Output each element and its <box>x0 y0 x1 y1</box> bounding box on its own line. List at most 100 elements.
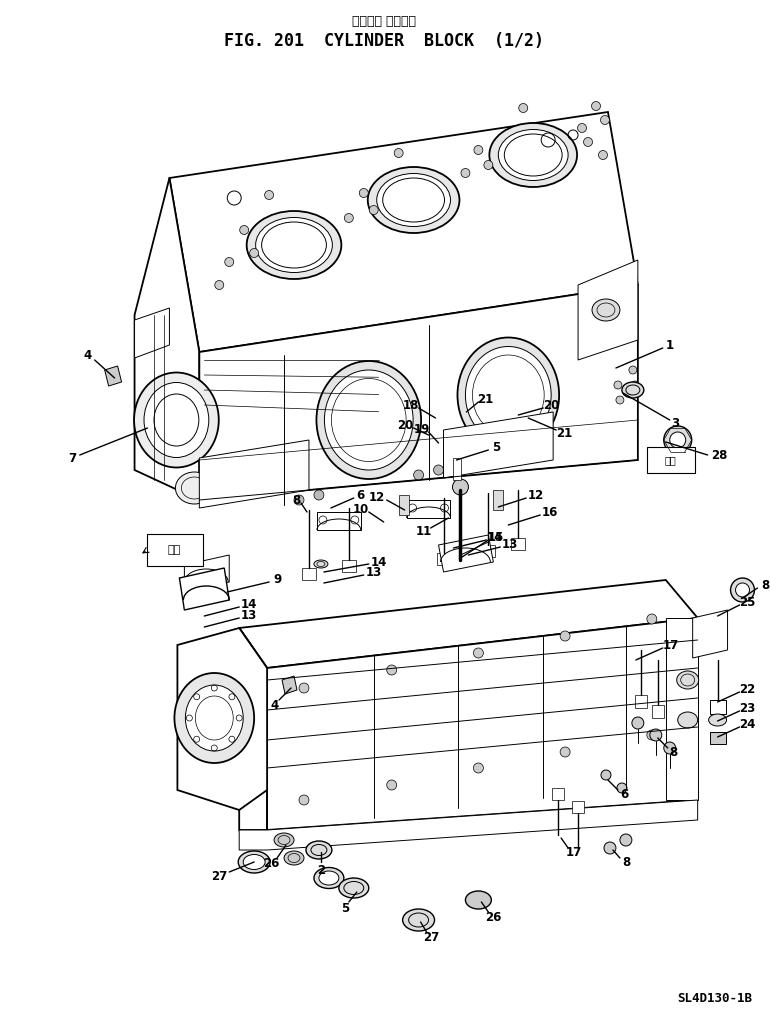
Polygon shape <box>437 553 450 565</box>
Polygon shape <box>666 618 698 800</box>
Polygon shape <box>439 535 494 572</box>
Circle shape <box>664 742 676 754</box>
Circle shape <box>560 747 570 757</box>
Ellipse shape <box>314 868 344 889</box>
Text: 8: 8 <box>762 579 769 592</box>
Circle shape <box>434 465 444 475</box>
Circle shape <box>299 795 309 805</box>
Circle shape <box>731 578 755 602</box>
Text: 12: 12 <box>369 490 385 503</box>
Circle shape <box>614 381 622 388</box>
Polygon shape <box>267 618 698 830</box>
Text: 26: 26 <box>485 910 501 923</box>
Polygon shape <box>399 495 409 515</box>
Text: 15: 15 <box>488 531 504 543</box>
Text: 1: 1 <box>666 339 674 352</box>
Ellipse shape <box>457 338 559 453</box>
Polygon shape <box>552 788 564 800</box>
Text: 6: 6 <box>357 488 365 501</box>
Text: 11: 11 <box>416 525 432 538</box>
Ellipse shape <box>465 347 551 443</box>
Ellipse shape <box>144 382 209 458</box>
Polygon shape <box>444 412 553 478</box>
Text: 25: 25 <box>739 596 755 608</box>
Ellipse shape <box>708 714 727 726</box>
Text: 27: 27 <box>424 931 440 944</box>
Polygon shape <box>135 308 169 358</box>
Text: 13: 13 <box>502 538 518 550</box>
Text: 18: 18 <box>403 399 419 412</box>
Polygon shape <box>494 490 504 510</box>
Text: 2: 2 <box>317 863 325 877</box>
Ellipse shape <box>175 673 254 763</box>
Ellipse shape <box>319 871 339 885</box>
Text: 9: 9 <box>273 573 281 586</box>
Circle shape <box>601 770 611 780</box>
Circle shape <box>617 783 627 793</box>
Ellipse shape <box>246 211 341 279</box>
Circle shape <box>413 470 424 480</box>
Circle shape <box>631 381 639 388</box>
Polygon shape <box>239 629 267 830</box>
Circle shape <box>474 648 484 658</box>
Polygon shape <box>199 285 638 500</box>
Text: 注意: 注意 <box>665 455 677 465</box>
Text: 7: 7 <box>69 452 77 465</box>
Text: 14: 14 <box>487 531 504 543</box>
Ellipse shape <box>677 671 698 689</box>
Circle shape <box>294 495 304 505</box>
Polygon shape <box>302 569 316 580</box>
Circle shape <box>647 614 657 624</box>
Circle shape <box>215 281 224 290</box>
Circle shape <box>453 479 468 495</box>
Polygon shape <box>710 732 725 744</box>
Circle shape <box>474 763 484 773</box>
Text: 17: 17 <box>663 639 679 652</box>
Text: 8: 8 <box>621 855 630 869</box>
Circle shape <box>461 169 470 178</box>
Ellipse shape <box>368 167 460 233</box>
Circle shape <box>647 730 657 740</box>
Ellipse shape <box>498 129 568 180</box>
Text: 24: 24 <box>739 718 755 730</box>
Text: 23: 23 <box>739 702 755 715</box>
Ellipse shape <box>134 372 219 468</box>
Text: 16: 16 <box>542 505 558 519</box>
Ellipse shape <box>339 878 369 898</box>
Ellipse shape <box>377 174 450 227</box>
Text: 5: 5 <box>492 440 501 454</box>
Ellipse shape <box>324 370 413 470</box>
Text: 20: 20 <box>543 399 559 412</box>
Circle shape <box>387 665 397 675</box>
Circle shape <box>578 123 587 132</box>
Text: 注意: 注意 <box>168 545 181 555</box>
Polygon shape <box>169 112 638 352</box>
Polygon shape <box>578 260 638 360</box>
Text: 4: 4 <box>270 699 278 712</box>
Circle shape <box>650 729 661 741</box>
Ellipse shape <box>314 560 328 569</box>
Polygon shape <box>239 800 698 850</box>
Ellipse shape <box>243 854 265 870</box>
Polygon shape <box>179 569 229 610</box>
Circle shape <box>454 552 467 564</box>
Text: シリンダ ブロック: シリンダ ブロック <box>352 15 416 28</box>
Polygon shape <box>407 500 450 518</box>
Circle shape <box>670 432 686 448</box>
Circle shape <box>604 842 616 854</box>
Ellipse shape <box>284 851 304 865</box>
Circle shape <box>616 396 624 404</box>
Text: 4: 4 <box>84 349 92 361</box>
Text: 28: 28 <box>711 448 728 462</box>
Polygon shape <box>135 178 199 500</box>
Ellipse shape <box>622 382 644 398</box>
Ellipse shape <box>274 833 294 847</box>
Circle shape <box>370 205 378 215</box>
FancyBboxPatch shape <box>647 447 695 473</box>
Circle shape <box>632 717 644 729</box>
Circle shape <box>474 145 483 155</box>
Circle shape <box>484 161 493 170</box>
Text: 13: 13 <box>366 565 382 579</box>
Text: SL4D130-1B: SL4D130-1B <box>678 992 752 1005</box>
Circle shape <box>620 834 632 846</box>
